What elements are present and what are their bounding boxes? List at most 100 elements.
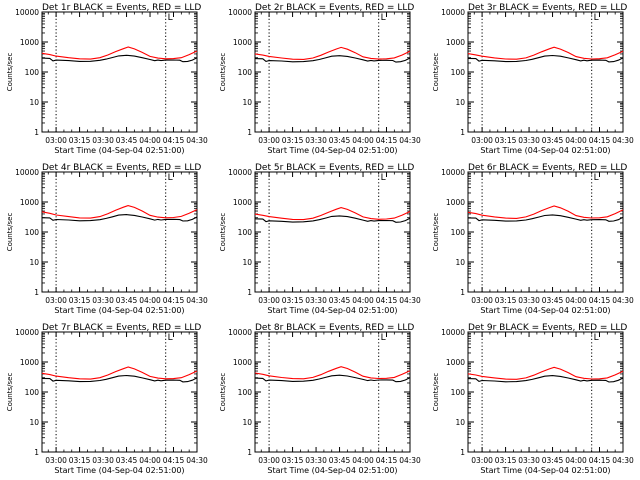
events-series-line (467, 54, 624, 63)
chart-title: Det 4r BLACK = Events, RED = LLD (42, 163, 201, 173)
y-tick-label: 1000 (20, 38, 39, 47)
x-tick-label: 03:15 (69, 296, 91, 305)
y-axis-label: Counts/sec (432, 373, 440, 412)
x-tick-label: 04:30 (186, 456, 208, 465)
chart-title: Det 7r BLACK = Events, RED = LLD (42, 323, 201, 333)
annotation-label: L (594, 173, 599, 183)
x-tick-label: 03:00 (258, 136, 280, 145)
x-tick-label: 04:00 (565, 296, 587, 305)
x-tick-label: 04:15 (376, 296, 398, 305)
y-tick-label: 100 (451, 388, 466, 397)
x-tick-label: 03:15 (495, 456, 517, 465)
y-tick-label: 10000 (228, 8, 252, 17)
lld-series-line (41, 366, 198, 380)
x-tick-label: 03:30 (518, 456, 540, 465)
y-tick-label: 10000 (228, 328, 252, 337)
y-axis-label: Counts/sec (432, 53, 440, 92)
y-tick-label: 10 (455, 418, 465, 427)
x-tick-label: 04:15 (376, 136, 398, 145)
x-tick-label: 04:15 (589, 136, 611, 145)
plot-frame (254, 171, 411, 293)
plot-frame (467, 171, 624, 293)
x-tick-label: 04:30 (399, 296, 421, 305)
annotation-label: L (381, 333, 386, 343)
y-tick-label: 1000 (233, 198, 252, 207)
chart-panel-6: Det 6r BLACK = Events, RED = LLD 1 10 100 10… (432, 163, 634, 315)
y-tick-label: 10 (455, 98, 465, 107)
y-tick-label: 100 (451, 68, 466, 77)
y-tick-label: 10 (242, 98, 252, 107)
x-tick-label: 03:45 (116, 456, 138, 465)
y-tick-label: 1 (247, 448, 252, 457)
y-tick-label: 1 (247, 288, 252, 297)
x-tick-label: 04:15 (163, 136, 185, 145)
x-axis-label: Start Time (04-Sep-04 02:51:00) (54, 306, 184, 315)
x-axis-label: Start Time (04-Sep-04 02:51:00) (54, 466, 184, 475)
y-axis-label: Counts/sec (6, 373, 14, 412)
events-series-line (254, 374, 411, 383)
x-tick-label: 03:15 (495, 296, 517, 305)
x-tick-label: 04:30 (612, 136, 634, 145)
chart-panel-3: Det 3r BLACK = Events, RED = LLD 1 10 100 10… (432, 3, 634, 155)
x-tick-label: 03:00 (258, 296, 280, 305)
x-tick-label: 03:45 (542, 296, 564, 305)
y-tick-label: 100 (451, 228, 466, 237)
x-axis-label: Start Time (04-Sep-04 02:51:00) (267, 466, 397, 475)
x-tick-label: 03:00 (45, 296, 67, 305)
y-tick-label: 100 (25, 228, 40, 237)
y-tick-label: 1 (34, 288, 39, 297)
x-tick-label: 03:30 (305, 456, 327, 465)
chart-title: Det 6r BLACK = Events, RED = LLD (468, 163, 627, 173)
y-tick-label: 1 (247, 128, 252, 137)
annotation-label: L (168, 13, 173, 23)
x-tick-label: 03:15 (282, 296, 304, 305)
x-tick-label: 03:00 (471, 456, 493, 465)
y-tick-label: 1000 (233, 358, 252, 367)
annotation-label: L (381, 173, 386, 183)
chart-panel-2: Det 2r BLACK = Events, RED = LLD 1 10 100 10… (219, 3, 421, 155)
x-tick-label: 03:45 (329, 296, 351, 305)
chart-title: Det 2r BLACK = Events, RED = LLD (255, 3, 414, 13)
x-tick-label: 03:45 (329, 456, 351, 465)
y-tick-label: 100 (238, 228, 253, 237)
y-tick-label: 100 (25, 68, 40, 77)
x-tick-label: 03:45 (329, 136, 351, 145)
y-tick-label: 1000 (446, 358, 465, 367)
chart-panel-5: Det 5r BLACK = Events, RED = LLD 1 10 100 10… (219, 163, 421, 315)
chart-panel-7: Det 7r BLACK = Events, RED = LLD 1 10 100 10… (6, 323, 208, 475)
x-tick-label: 03:45 (542, 456, 564, 465)
x-tick-label: 04:30 (186, 296, 208, 305)
x-axis-label: Start Time (04-Sep-04 02:51:00) (480, 146, 610, 155)
plot-frame (41, 171, 198, 293)
x-tick-label: 03:30 (92, 136, 114, 145)
y-axis-label: Counts/sec (432, 213, 440, 252)
chart-title: Det 5r BLACK = Events, RED = LLD (255, 163, 414, 173)
chart-panel-1: Det 1r BLACK = Events, RED = LLD 1 10 100 10… (6, 3, 208, 155)
y-axis-label: Counts/sec (6, 213, 14, 252)
y-tick-label: 1000 (446, 198, 465, 207)
y-tick-label: 10000 (15, 168, 39, 177)
x-tick-label: 04:15 (376, 456, 398, 465)
lld-series-line (41, 46, 198, 60)
plot-frame (467, 11, 624, 133)
x-tick-label: 04:00 (139, 296, 161, 305)
x-tick-label: 04:00 (139, 136, 161, 145)
y-axis-label: Counts/sec (219, 213, 227, 252)
plot-frame (41, 331, 198, 453)
x-tick-label: 03:15 (282, 456, 304, 465)
y-tick-label: 10000 (15, 328, 39, 337)
annotation-label: L (594, 333, 599, 343)
events-series-line (467, 375, 624, 383)
x-tick-label: 04:00 (352, 456, 374, 465)
x-tick-label: 03:00 (471, 296, 493, 305)
y-tick-label: 1 (460, 448, 465, 457)
x-tick-label: 03:15 (495, 136, 517, 145)
x-tick-label: 03:30 (518, 136, 540, 145)
lld-series-line (254, 366, 411, 380)
y-tick-label: 10000 (441, 8, 465, 17)
x-tick-label: 04:00 (565, 456, 587, 465)
chart-title: Det 1r BLACK = Events, RED = LLD (42, 3, 201, 13)
y-tick-label: 10 (455, 258, 465, 267)
y-tick-label: 100 (238, 68, 253, 77)
y-tick-label: 1 (460, 288, 465, 297)
